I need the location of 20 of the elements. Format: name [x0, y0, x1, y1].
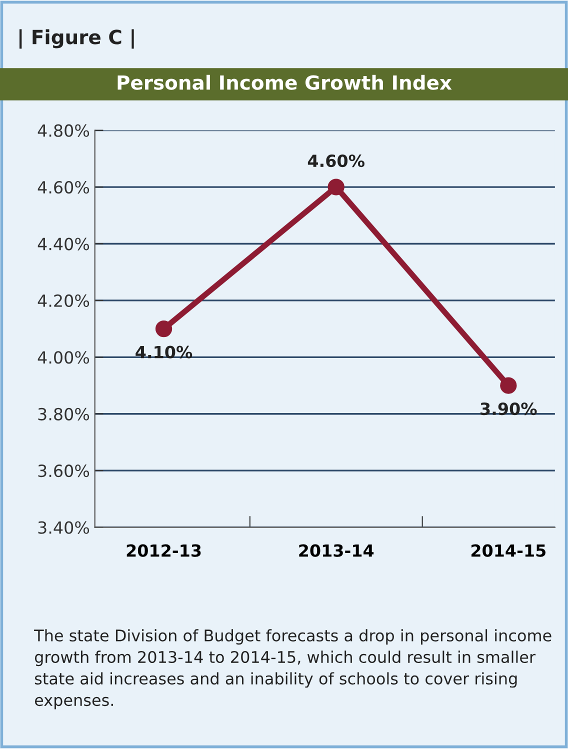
data-label: 4.10% [136, 346, 192, 358]
text: The state Division of Budget forecasts a drop in personal income growth from 2013-14 to 2014-15, which could result in smaller state aid increases and an inability of schools to cover rising expenses. [34, 629, 552, 710]
x-tick-label: 2012-13 [126, 544, 201, 557]
y-tick-label: 4.20% [38, 294, 90, 308]
data-label: 4.60% [308, 154, 364, 168]
y-tick-label: 3.40% [38, 521, 90, 534]
point [155, 320, 172, 338]
y-tick-label: 4.40% [38, 238, 90, 250]
y-tick-label: 3.80% [38, 408, 90, 420]
text: | Figure C | [20, 29, 134, 49]
y-tick-label: 4.60% [38, 181, 90, 194]
point [328, 178, 344, 196]
x-tick-label: 2013-14 [299, 544, 374, 557]
y-tick-label: 3.60% [38, 464, 90, 478]
point [500, 377, 517, 394]
y-tick-label: 4.00% [38, 351, 90, 364]
chart-title: Personal Income Growth Index [118, 74, 452, 90]
data-label: 3.90% [480, 402, 537, 416]
y-tick-label: 4.80% [38, 124, 90, 137]
x-tick-label: 2014-15 [471, 544, 546, 557]
